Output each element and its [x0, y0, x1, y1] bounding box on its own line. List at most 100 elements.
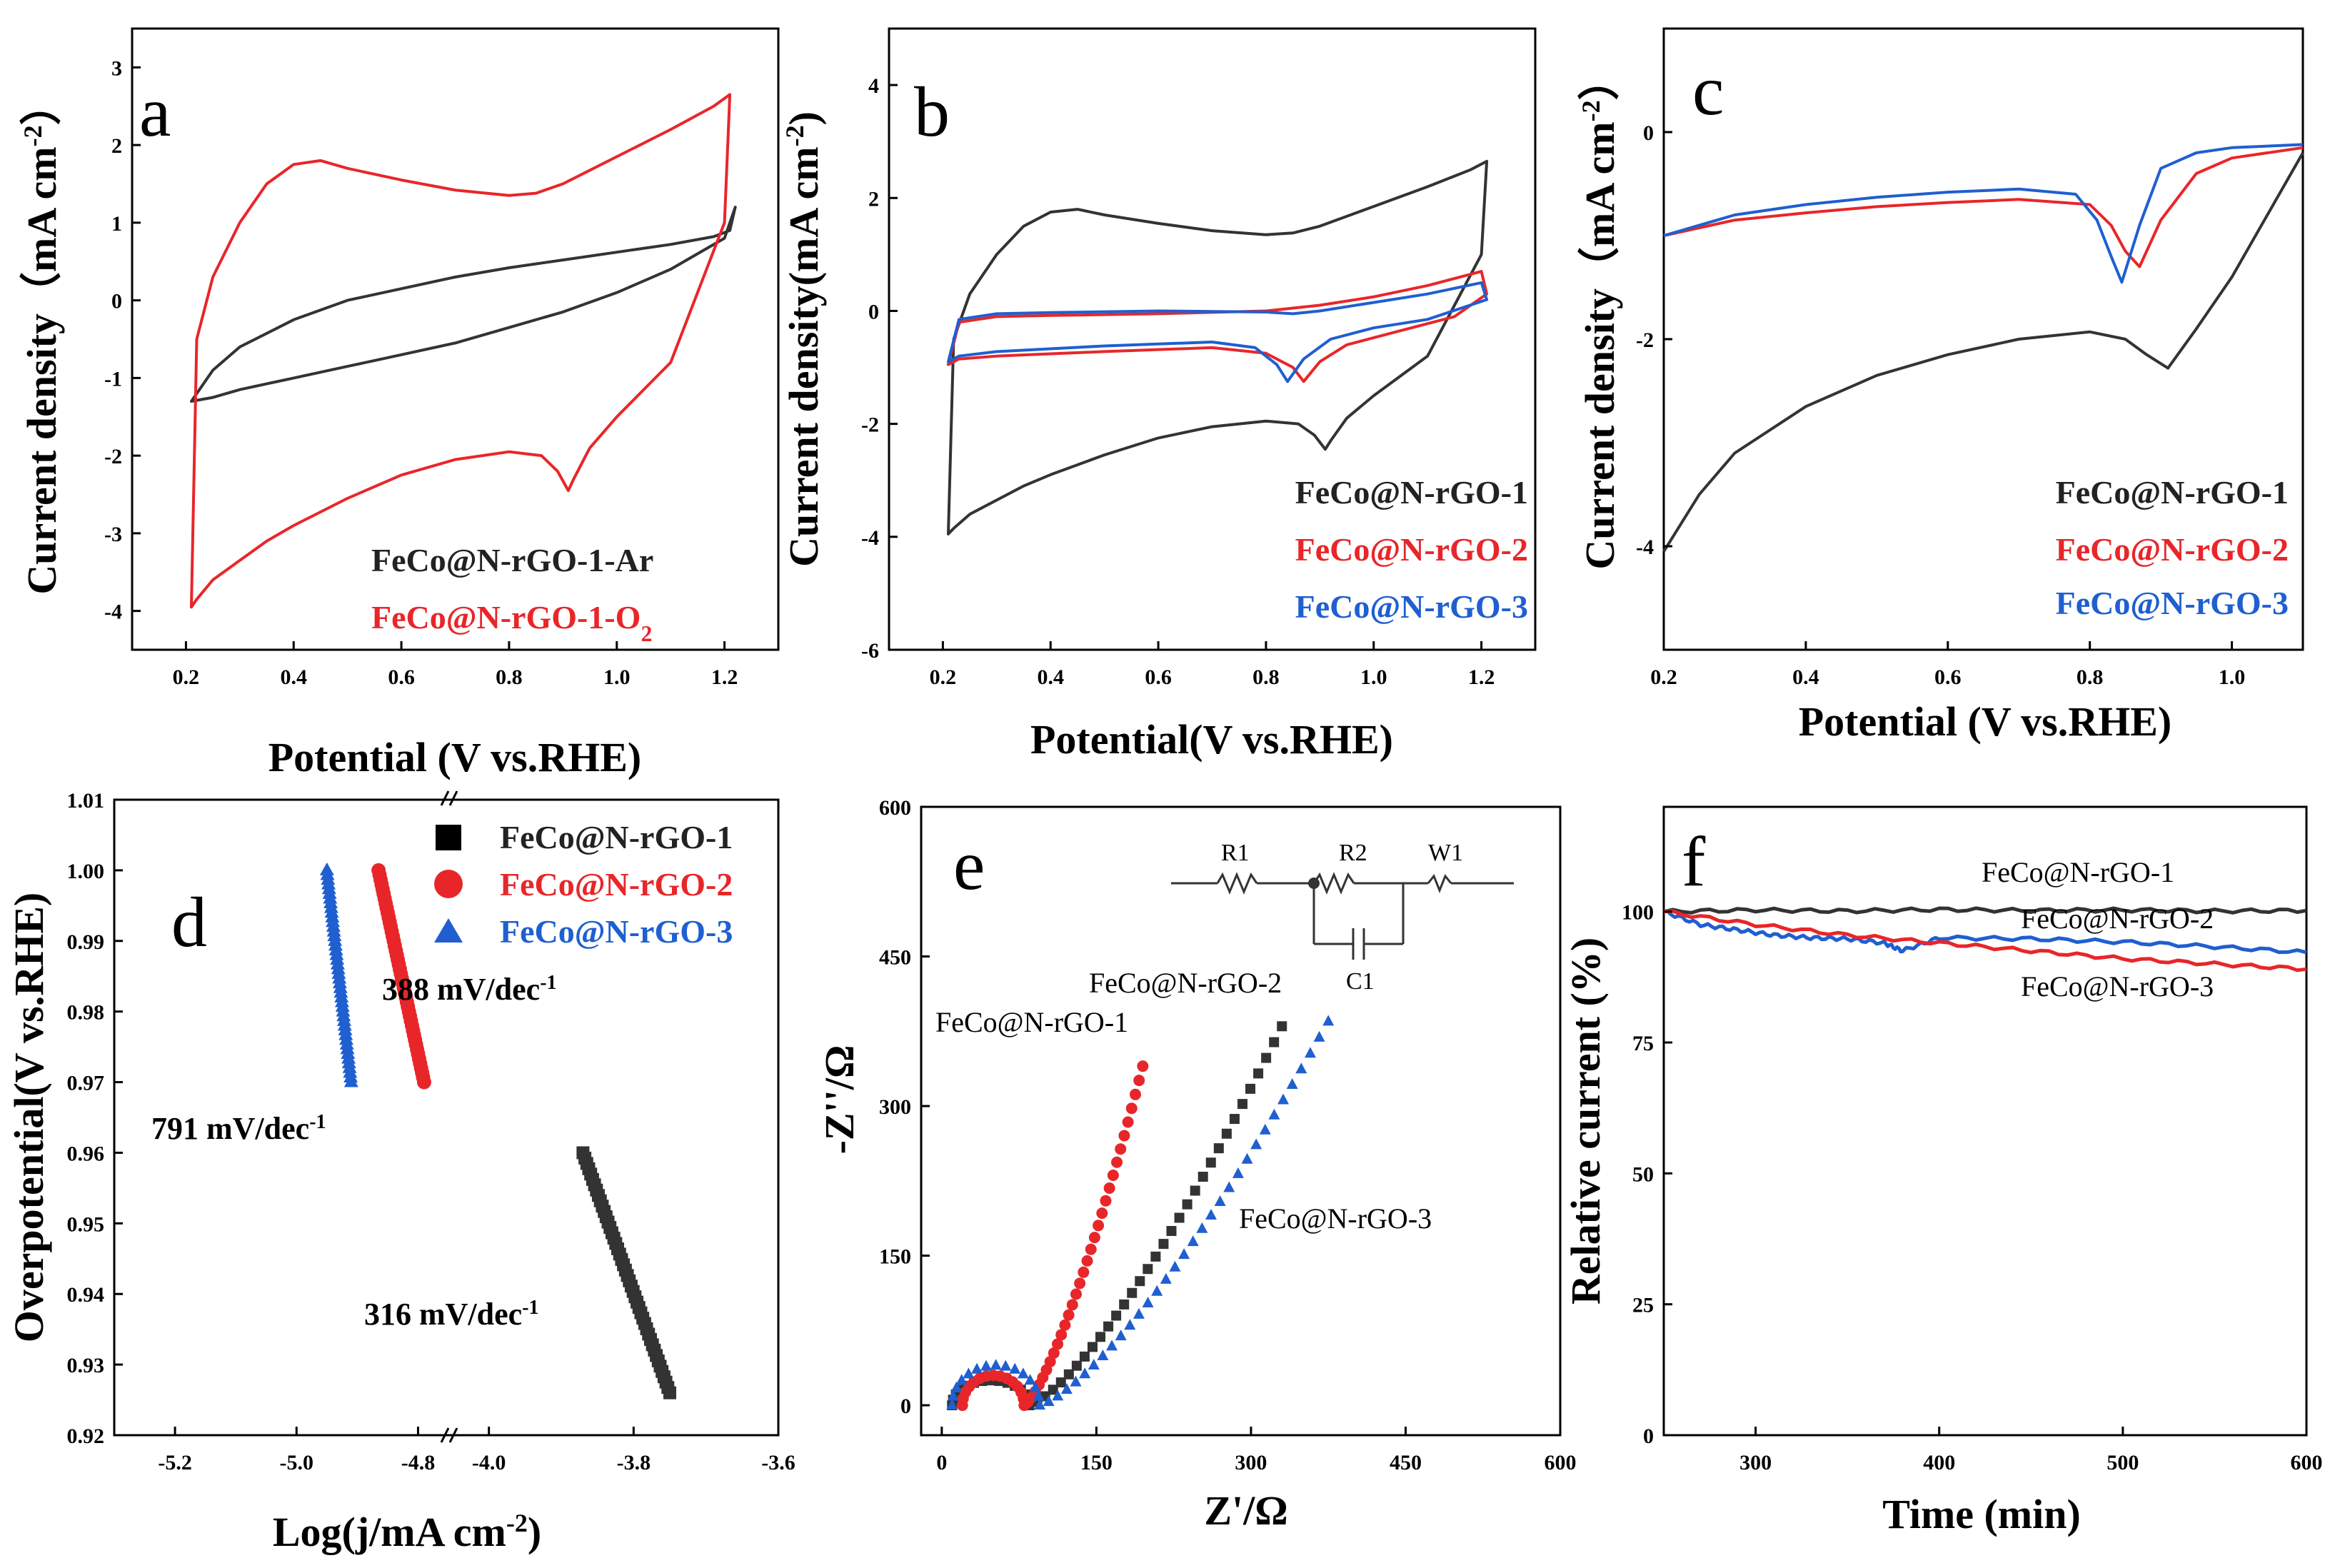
panel-e-point-1 — [1245, 1083, 1256, 1094]
panel-e-point-3 — [946, 1399, 958, 1410]
panel-a-ytick-label: 3 — [111, 56, 122, 80]
panel-c-xtick-label: 0.4 — [1792, 665, 1819, 689]
panel-e-point-3 — [1024, 1374, 1036, 1385]
panel-a-series-1 — [190, 206, 737, 403]
panel-e-point-3 — [1205, 1209, 1217, 1220]
panel-a-label: a — [139, 72, 171, 151]
panel-e-point-1 — [1166, 1225, 1177, 1236]
panel-e-point-2 — [1044, 1356, 1056, 1368]
panel-c-xtick-label: 0.8 — [2077, 665, 2104, 689]
panel-a-ytick-label: 1 — [111, 212, 122, 236]
panel-e-point-3 — [1304, 1047, 1316, 1058]
panel-e-point-2 — [1052, 1338, 1064, 1350]
panel-c-series-1 — [1662, 152, 2304, 553]
panel-e-point-3 — [1088, 1358, 1100, 1370]
panel-e-point-2 — [1096, 1207, 1108, 1220]
panel-e-point-3 — [950, 1381, 963, 1392]
panel-e-point-3 — [1106, 1340, 1118, 1351]
panel-c-xtick-label: 0.2 — [1650, 665, 1677, 689]
panel-d-legend-square-icon — [436, 825, 461, 850]
panel-b-xtick-label: 1.0 — [1360, 665, 1387, 689]
panel-d-xtick-label: -4.8 — [401, 1451, 436, 1474]
panel-d-xtick-label: -4.0 — [472, 1451, 506, 1474]
panel-d-legend-circle-icon — [434, 870, 463, 898]
panel-c: 0.2 0.4 0.6 0.8 1.0 -4 -2 0 c Potential (V vs.R… — [1577, 27, 2304, 745]
panel-a-xlabel: Potential (V vs.RHE) — [268, 734, 642, 780]
panel-d-ytick-label: 0.92 — [67, 1424, 105, 1448]
panel-b-xtick-label: 1.2 — [1468, 665, 1495, 689]
panel-e-point-2 — [1078, 1266, 1090, 1278]
panel-e-point-3 — [1017, 1367, 1029, 1379]
panel-d-xtick-label: -3.8 — [617, 1451, 651, 1474]
panel-e-point-3 — [1124, 1319, 1136, 1330]
panel-f-label-rgo2: FeCo@N-rGO-2 — [2021, 903, 2214, 935]
panel-e-xtick-label: 600 — [1545, 1451, 1577, 1474]
panel-f-label-rgo3: FeCo@N-rGO-3 — [2021, 970, 2214, 1002]
panel-a-ytick-label: -3 — [104, 523, 122, 546]
panel-d-legend-3: FeCo@N-rGO-3 — [500, 913, 733, 950]
panel-e-point-2 — [1093, 1220, 1105, 1232]
panel-a-series-2 — [190, 93, 732, 609]
panel-e-point-1 — [1174, 1212, 1185, 1223]
panel-c-ylabel: Current density（mA cm-2） — [1577, 59, 1623, 569]
panel-e-point-3 — [1133, 1307, 1145, 1319]
panel-d-annotation-388: 388 mV/dec-1 — [382, 972, 557, 1007]
panel-f-series-2 — [1663, 909, 2307, 955]
panel-d-ytick-label: 0.98 — [67, 1001, 105, 1025]
panel-e-xtick-label: 450 — [1390, 1451, 1422, 1474]
panel-e-ytick-label: 450 — [879, 946, 911, 970]
panel-d-ylabel: Overpotential(V vs.RHE) — [6, 893, 52, 1342]
panel-e-point-1 — [1143, 1264, 1153, 1275]
panel-e-point-1 — [1182, 1199, 1192, 1210]
panel-e-point-1 — [1237, 1099, 1247, 1110]
panel-e-point-1 — [1197, 1172, 1208, 1182]
panel-e-point-1 — [1071, 1360, 1082, 1371]
panel-f-ylabel: Relative current (%) — [1562, 938, 1609, 1305]
panel-e-point-3 — [1187, 1235, 1199, 1247]
panel-e-circuit-node — [1308, 878, 1320, 889]
panel-e-point-3 — [1029, 1381, 1041, 1392]
panel-e-point-1 — [1277, 1021, 1287, 1032]
panel-e-point-2 — [1133, 1075, 1145, 1087]
panel-f-xtick-label: 600 — [2291, 1451, 2323, 1474]
panel-e-point-2 — [1070, 1288, 1082, 1300]
panel-c-ytick-label: -2 — [1636, 328, 1654, 352]
panel-e-point-2 — [1081, 1255, 1093, 1267]
panel-e-point-1 — [1205, 1157, 1216, 1168]
panel-e-circuit-w1: W1 — [1428, 840, 1463, 866]
panel-e-point-2 — [1059, 1319, 1071, 1331]
panel-e-point-3 — [963, 1367, 975, 1379]
panel-f-series-3 — [1663, 909, 2307, 973]
panel-e-point-1 — [1269, 1037, 1280, 1047]
panel-d-ytick-label: 1.00 — [67, 860, 105, 883]
panel-e-point-1 — [1063, 1369, 1074, 1379]
panel-d-ytick-label: 0.99 — [67, 930, 105, 954]
panel-b-xtick-label: 0.6 — [1145, 665, 1172, 689]
panel-e-point-3 — [1043, 1395, 1055, 1407]
panel-e-point-1 — [1261, 1052, 1272, 1063]
panel-b-ytick-label: -4 — [861, 526, 879, 550]
panel-b-series-2 — [947, 270, 1489, 383]
panel-e-point-3 — [990, 1359, 1002, 1370]
panel-a-ytick-label: 0 — [111, 290, 122, 313]
panel-c-ytick-label: -4 — [1636, 536, 1654, 559]
panel-b-series-1 — [947, 159, 1489, 536]
panel-c-series-3 — [1663, 143, 2304, 284]
panel-c-ytick-label: 0 — [1643, 121, 1654, 145]
panel-e-xtick-label: 0 — [936, 1451, 947, 1474]
panel-f-series-1 — [1663, 906, 2307, 915]
panel-e-point-2 — [1074, 1277, 1086, 1290]
panel-a-xtick-label: 0.2 — [173, 665, 200, 689]
panel-a-xtick-label: 1.2 — [711, 665, 738, 689]
panel-b: 0.2 0.4 0.6 0.8 1.0 1.2 -6 -4 -2 0 2 4 b Potential(… — [780, 27, 1537, 763]
panel-a-ytick-label: -4 — [104, 600, 122, 624]
panel-d-annotation-791: 791 mV/dec-1 — [151, 1111, 326, 1147]
panel-e-point-1 — [1111, 1310, 1122, 1321]
panel-e-point-3 — [1060, 1383, 1073, 1394]
panel-f-xlabel: Time (min) — [1882, 1491, 2081, 1537]
panel-b-ytick-label: -2 — [861, 413, 879, 437]
panel-e-point-3 — [1223, 1181, 1235, 1192]
panel-b-ytick-label: -6 — [861, 639, 879, 663]
panel-e-point-3 — [1241, 1152, 1253, 1164]
panel-e-point-1 — [1135, 1276, 1145, 1287]
